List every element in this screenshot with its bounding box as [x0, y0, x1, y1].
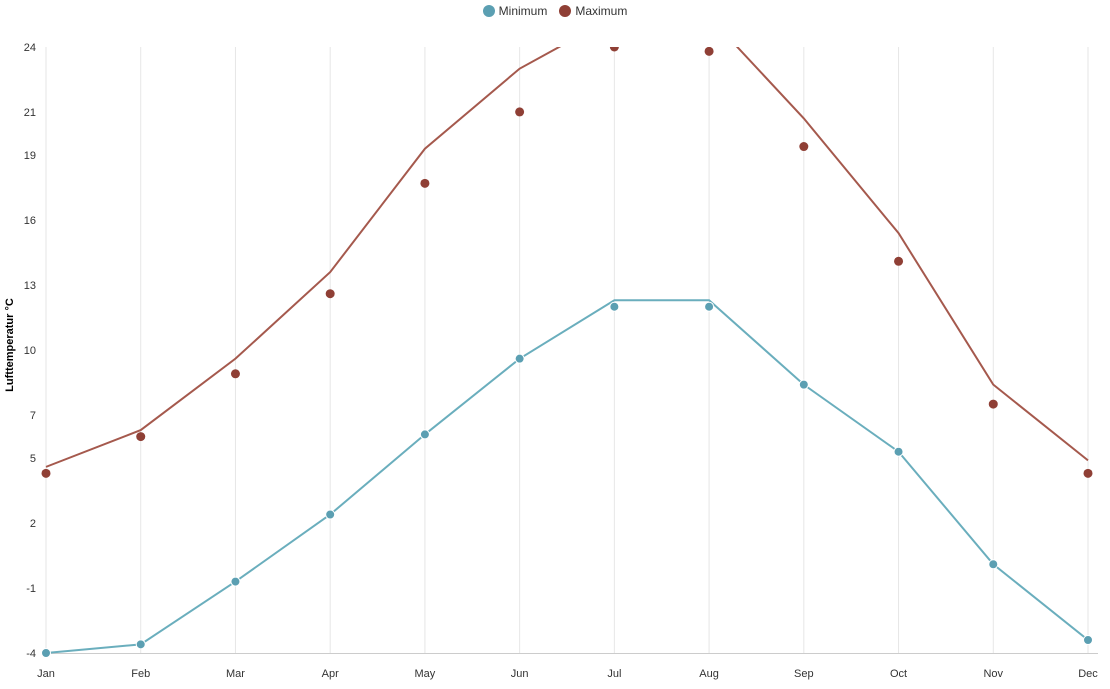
x-tick-label: Dec	[1078, 668, 1098, 680]
data-point-maximum[interactable]	[894, 256, 904, 266]
y-tick-label: -1	[26, 583, 36, 595]
data-point-maximum[interactable]	[515, 107, 525, 117]
data-point-maximum[interactable]	[325, 289, 335, 299]
data-point-minimum[interactable]	[893, 446, 904, 457]
y-tick-label: 21	[24, 107, 36, 119]
legend-item-minimum[interactable]: Minimum	[482, 4, 548, 18]
x-tick-label: Feb	[131, 668, 150, 680]
data-point-minimum[interactable]	[1083, 635, 1093, 646]
data-point-minimum[interactable]	[704, 301, 715, 312]
legend-marker-minimum	[482, 5, 495, 17]
y-tick-label: 19	[24, 150, 36, 162]
legend-label-minimum: Minimum	[498, 4, 548, 18]
data-point-maximum[interactable]	[988, 399, 998, 409]
x-tick-label: Aug	[699, 668, 719, 680]
x-tick-label: Jun	[511, 668, 529, 680]
data-point-minimum[interactable]	[514, 353, 525, 364]
data-point-maximum[interactable]	[230, 369, 240, 379]
y-tick-label: 24	[24, 42, 36, 54]
series-line-minimum	[45, 299, 1089, 654]
data-point-minimum[interactable]	[41, 648, 51, 658]
x-tick-label: May	[415, 668, 436, 680]
y-tick-label: 5	[30, 453, 36, 465]
data-point-minimum[interactable]	[419, 429, 430, 440]
x-tick-label: Sep	[794, 668, 814, 680]
data-point-minimum[interactable]	[988, 559, 999, 570]
y-tick-label: -4	[26, 648, 36, 660]
data-point-maximum[interactable]	[609, 43, 619, 52]
y-axis-title: Lufttemperatur °C	[4, 298, 16, 392]
data-point-maximum[interactable]	[136, 432, 146, 442]
data-point-maximum[interactable]	[1083, 468, 1093, 478]
legend: Minimum Maximum	[0, 4, 1110, 18]
y-tick-label: 10	[24, 345, 36, 357]
legend-label-maximum: Maximum	[575, 4, 628, 18]
data-point-maximum[interactable]	[41, 468, 51, 478]
data-point-minimum[interactable]	[325, 509, 336, 520]
x-tick-label: Apr	[322, 668, 339, 680]
data-point-maximum[interactable]	[799, 142, 809, 152]
series-line-maximum	[45, 47, 1089, 468]
data-point-maximum[interactable]	[704, 47, 714, 56]
data-point-minimum[interactable]	[230, 576, 241, 587]
data-point-maximum[interactable]	[420, 178, 430, 188]
x-tick-label: Mar	[226, 668, 245, 680]
data-point-minimum[interactable]	[609, 301, 620, 312]
x-tick-label: Oct	[890, 668, 907, 680]
y-tick-label: 16	[24, 215, 36, 227]
y-tick-label: 2	[30, 518, 36, 530]
x-tick-label: Jul	[607, 668, 621, 680]
legend-item-maximum[interactable]: Maximum	[559, 4, 627, 18]
y-tick-label: 13	[24, 280, 36, 292]
legend-marker-maximum	[559, 5, 572, 17]
data-point-minimum[interactable]	[135, 639, 146, 650]
x-tick-label: Jan	[37, 668, 55, 680]
x-tick-label: Nov	[983, 668, 1003, 680]
y-tick-label: 7	[30, 410, 36, 422]
data-point-minimum[interactable]	[798, 379, 809, 390]
